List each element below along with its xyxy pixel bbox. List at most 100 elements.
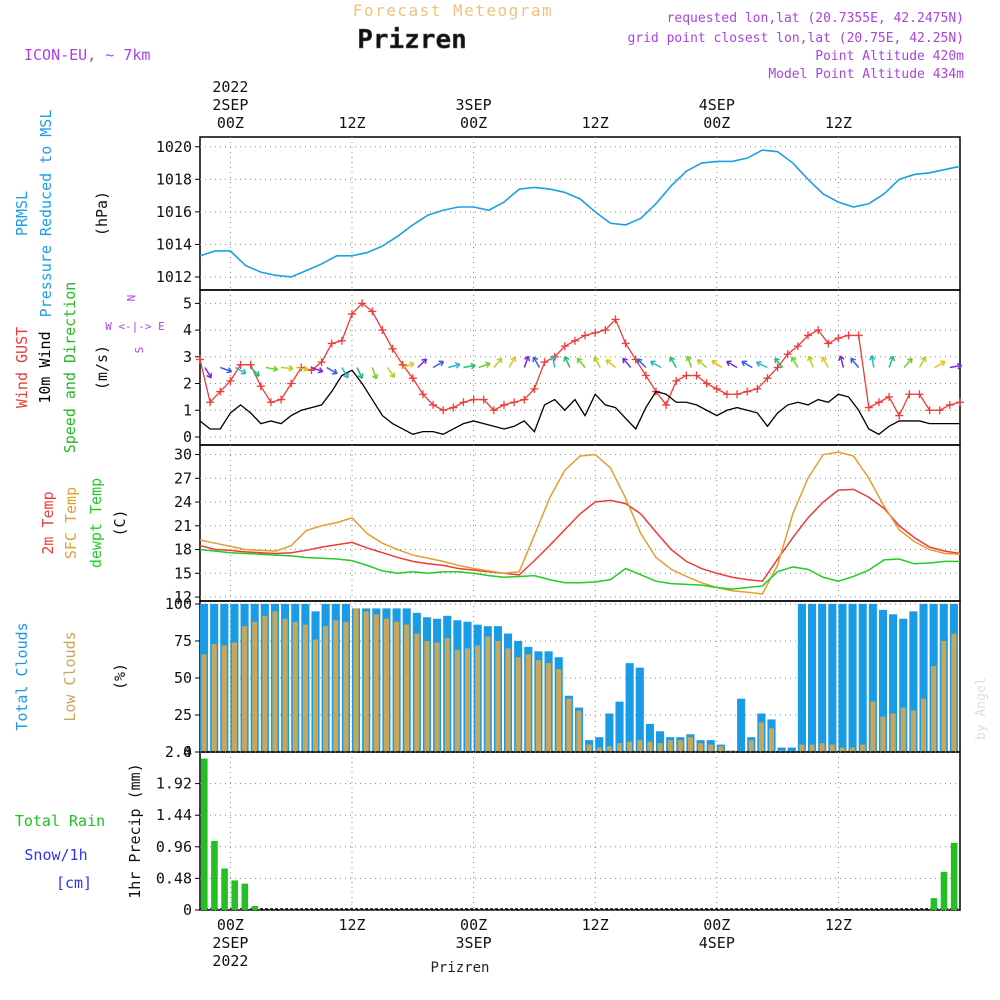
total-cloud-bar: [878, 609, 888, 752]
total-cloud-bar: [858, 603, 867, 752]
gust-marker: [206, 398, 215, 407]
gust-marker: [682, 371, 691, 380]
arrow-shaft: [417, 358, 427, 369]
arrow-head: [343, 372, 349, 379]
precip-bar: [930, 898, 938, 910]
arrow-shaft: [371, 367, 378, 380]
low-cloud-bar: [596, 747, 602, 752]
gust-marker: [804, 331, 812, 340]
low-cloud-bar: [485, 636, 491, 752]
gust-marker: [611, 315, 620, 324]
arrow-head: [869, 355, 876, 361]
arrow-shaft: [448, 363, 461, 369]
arrow-head: [371, 373, 379, 380]
panel-ylabel: Speed and Direction: [61, 282, 79, 454]
gust-marker: [945, 400, 954, 409]
low-cloud-bar: [627, 741, 633, 752]
panel-ylabel: Low Clouds: [61, 631, 79, 721]
gust-marker: [743, 387, 752, 396]
gust-marker: [601, 326, 610, 335]
low-cloud-bar: [850, 747, 856, 752]
arrow-shaft: [808, 355, 814, 368]
wind-direction-arrow: [850, 357, 860, 368]
panel-ylabel: 10m Wind: [36, 331, 54, 403]
arrow-head: [650, 360, 656, 367]
wind-direction-arrow: [296, 365, 309, 373]
bottom-time-label: 4SEP: [699, 934, 735, 952]
arrow-shaft: [463, 364, 476, 369]
low-cloud-bar: [525, 654, 531, 752]
precip-bar: [950, 842, 958, 910]
arrow-head: [496, 357, 503, 364]
arrow-head: [254, 370, 260, 377]
bottom-time-label: 12Z: [582, 916, 609, 934]
low-cloud-bar: [708, 744, 714, 752]
gust-marker: [783, 350, 792, 359]
total-cloud-bar: [635, 667, 644, 752]
low-cloud-bar: [404, 624, 410, 752]
compass-south: S: [133, 347, 146, 354]
gust-marker: [864, 403, 873, 412]
low-cloud-bar: [221, 645, 227, 752]
bottom-time-label: 2SEP: [212, 934, 248, 952]
low-cloud-bar: [637, 740, 643, 752]
arrow-head: [240, 368, 247, 375]
arrow-shaft: [523, 355, 530, 368]
low-cloud-bar: [343, 621, 349, 752]
low-cloud-bar: [667, 740, 673, 752]
low-cloud-bar: [809, 744, 815, 752]
low-cloud-bar: [951, 633, 957, 752]
grid-point-coords: grid point closest lon,lat (20.75E, 42.2…: [627, 31, 964, 46]
arrow-head: [317, 367, 324, 374]
arrow-shaft: [756, 361, 768, 369]
arrow-head: [696, 359, 703, 365]
low-cloud-bar: [829, 744, 835, 752]
gust-marker: [733, 390, 742, 399]
arrow-head: [206, 372, 213, 379]
wind-direction-arrow: [790, 356, 799, 368]
arrow-head: [303, 365, 309, 373]
panel-units-label: (hPa): [93, 191, 111, 236]
wind-direction-arrow: [593, 356, 601, 368]
y-tick-label: 3: [183, 348, 192, 366]
y-tick-label: 1014: [156, 235, 192, 253]
precip-label-cm: [cm]: [56, 874, 92, 892]
total-cloud-bar: [848, 603, 857, 752]
arrow-shaft: [711, 360, 723, 369]
low-cloud-bar: [890, 713, 896, 752]
low-cloud-bar: [383, 618, 389, 752]
low-cloud-bar: [333, 620, 339, 752]
gust-marker: [956, 398, 964, 407]
gust-marker: [581, 331, 590, 340]
wind-direction-arrow: [807, 355, 814, 368]
low-cloud-bar: [211, 643, 217, 752]
gust-marker: [641, 371, 650, 380]
low-cloud-bar: [698, 743, 704, 752]
gust-marker: [925, 406, 934, 415]
gust-marker: [459, 398, 468, 407]
low-cloud-bar: [900, 707, 906, 752]
arrow-head: [726, 360, 732, 367]
gust-marker: [337, 336, 346, 345]
wind-direction-arrow: [220, 366, 233, 374]
low-cloud-bar: [495, 640, 501, 752]
wind-direction-arrow: [918, 356, 927, 368]
precip-bar: [251, 906, 259, 910]
precip-bar: [211, 840, 218, 910]
gust-marker: [885, 392, 894, 401]
temp-line-t2m: [199, 488, 961, 582]
arrow-head: [510, 356, 517, 363]
top-time-label: 3SEP: [456, 96, 492, 114]
wind-direction-arrow: [402, 361, 415, 369]
gust-marker: [672, 376, 681, 385]
precip-bar: [221, 868, 228, 910]
low-cloud-bar: [535, 660, 541, 752]
arrow-shaft: [696, 359, 708, 369]
bottom-time-label: 2022: [212, 952, 248, 970]
y-tick-label: 1012: [156, 268, 192, 286]
arrow-head: [956, 362, 963, 370]
arrow-shaft: [741, 360, 753, 369]
precip-label-snow: Snow/1h: [24, 846, 87, 864]
